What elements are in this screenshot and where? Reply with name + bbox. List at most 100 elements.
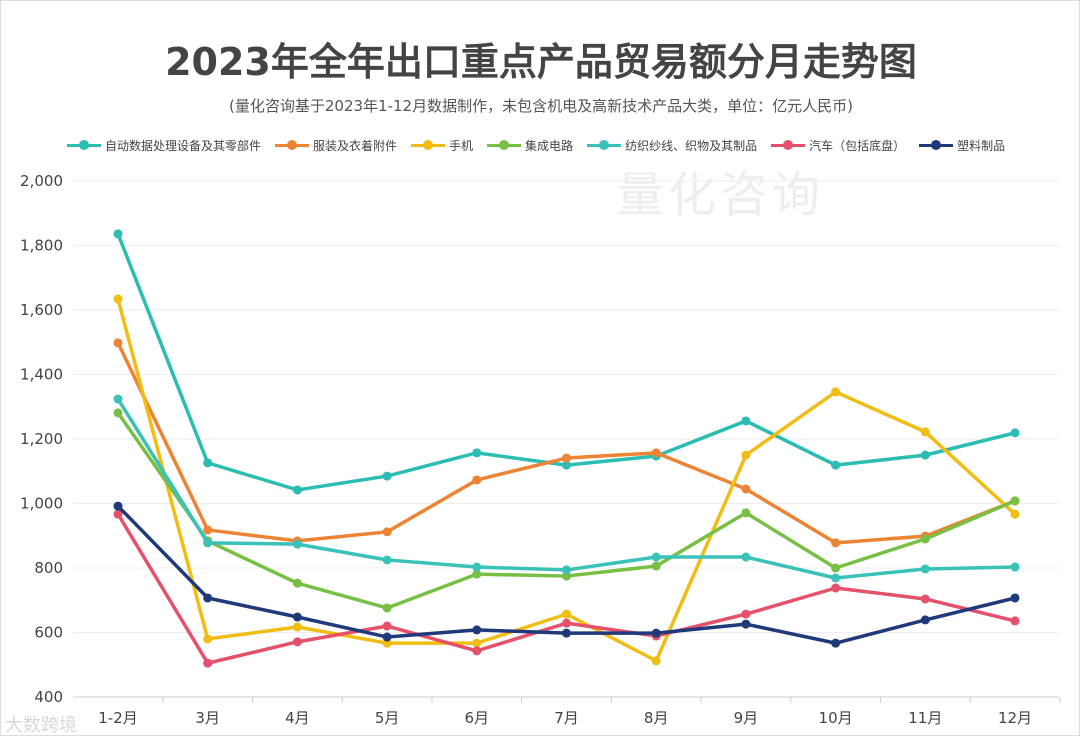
- data-point: [562, 628, 571, 638]
- y-tick-label: 600: [34, 624, 63, 642]
- data-point: [831, 460, 841, 470]
- watermark: 量化咨询: [616, 167, 825, 223]
- y-tick-label: 2,000: [20, 172, 63, 190]
- data-point: [472, 646, 482, 656]
- data-point: [651, 628, 661, 638]
- data-point: [113, 501, 123, 511]
- data-point: [203, 658, 213, 668]
- data-point: [741, 416, 751, 426]
- data-point: [1010, 616, 1020, 626]
- data-point: [651, 552, 661, 562]
- data-point: [472, 475, 482, 485]
- y-tick-label: 1,000: [20, 495, 63, 513]
- legend-label: 手机: [449, 139, 474, 153]
- legend-label: 汽车（包括底盘）: [809, 139, 906, 153]
- legend-item[interactable]: 自动数据处理设备及其零部件: [67, 137, 261, 154]
- y-tick-label: 400: [34, 688, 63, 706]
- data-point: [1010, 509, 1020, 519]
- legend-swatch-icon: [275, 140, 310, 150]
- data-point: [292, 578, 302, 588]
- data-point: [292, 485, 302, 495]
- data-point: [741, 609, 751, 619]
- data-point: [562, 565, 571, 575]
- data-point: [1010, 496, 1020, 506]
- x-tick-label: 9月: [734, 709, 759, 727]
- data-point: [382, 555, 392, 565]
- data-point: [292, 622, 302, 632]
- data-point: [472, 638, 482, 648]
- data-point: [382, 471, 392, 481]
- data-point: [920, 615, 930, 625]
- legend-item[interactable]: 纺织纱线、织物及其制品: [587, 137, 757, 154]
- data-point: [651, 561, 661, 571]
- x-tick-label: 10月: [819, 709, 853, 727]
- legend-item[interactable]: 手机: [411, 137, 473, 154]
- data-point: [831, 387, 841, 397]
- data-point: [292, 637, 302, 647]
- data-point: [113, 408, 123, 418]
- chart-title: 2023年全年出口重点产品贸易额分月走势图: [165, 40, 917, 84]
- legend-swatch-icon: [411, 140, 446, 150]
- y-tick-label: 1,200: [20, 430, 63, 448]
- series-line: [116, 398, 1016, 580]
- data-point: [562, 609, 571, 619]
- data-point: [472, 562, 482, 572]
- data-point: [741, 450, 751, 460]
- data-point: [651, 656, 661, 666]
- data-point: [382, 621, 392, 631]
- legend-item[interactable]: 塑料制品: [919, 137, 1005, 154]
- data-point: [382, 527, 392, 537]
- data-point: [1010, 428, 1020, 438]
- data-point: [113, 229, 123, 239]
- legend-swatch-icon: [67, 140, 101, 150]
- x-tick-label: 3月: [195, 709, 220, 727]
- y-tick-label: 1,800: [20, 237, 63, 255]
- y-tick-label: 800: [34, 559, 63, 577]
- legend-swatch-icon: [919, 140, 954, 150]
- y-tick-label: 1,600: [20, 301, 63, 319]
- legend-swatch-icon: [487, 140, 522, 150]
- data-point: [113, 338, 123, 348]
- data-point: [382, 632, 392, 642]
- corner-watermark: 大数跨境: [5, 715, 77, 736]
- data-point: [113, 509, 123, 519]
- data-point: [562, 453, 571, 463]
- data-point: [920, 534, 930, 544]
- data-point: [741, 484, 751, 494]
- data-point: [831, 573, 841, 583]
- data-point: [651, 448, 661, 458]
- data-point: [472, 625, 482, 635]
- data-point: [203, 538, 213, 548]
- data-point: [741, 508, 751, 518]
- data-point: [203, 593, 213, 603]
- legend-item[interactable]: 汽车（包括底盘）: [771, 137, 905, 154]
- data-point: [741, 619, 751, 629]
- data-point: [920, 564, 930, 574]
- legend-label: 集成电路: [525, 139, 574, 153]
- data-point: [292, 539, 302, 549]
- x-tick-label: 5月: [375, 709, 400, 727]
- legend-swatch-icon: [771, 140, 806, 150]
- data-point: [1010, 593, 1020, 603]
- data-point: [831, 638, 841, 648]
- x-tick-label: 12月: [998, 709, 1032, 727]
- legend-label: 塑料制品: [957, 139, 1006, 153]
- data-point: [920, 427, 930, 437]
- legend-item[interactable]: 服装及衣着附件: [275, 137, 397, 154]
- data-point: [292, 612, 302, 622]
- data-point: [203, 525, 213, 535]
- legend-item[interactable]: 集成电路: [487, 137, 573, 154]
- data-point: [113, 394, 123, 404]
- legend-label: 纺织纱线、织物及其制品: [625, 139, 758, 153]
- x-tick-label: 7月: [554, 709, 579, 727]
- legend-swatch-icon: [587, 140, 622, 150]
- x-tick-label: 8月: [644, 709, 669, 727]
- data-point: [741, 552, 751, 562]
- data-point: [831, 538, 841, 548]
- data-point: [920, 594, 930, 604]
- data-point: [472, 448, 482, 458]
- x-tick-label: 1-2月: [98, 709, 138, 727]
- data-point: [562, 618, 571, 628]
